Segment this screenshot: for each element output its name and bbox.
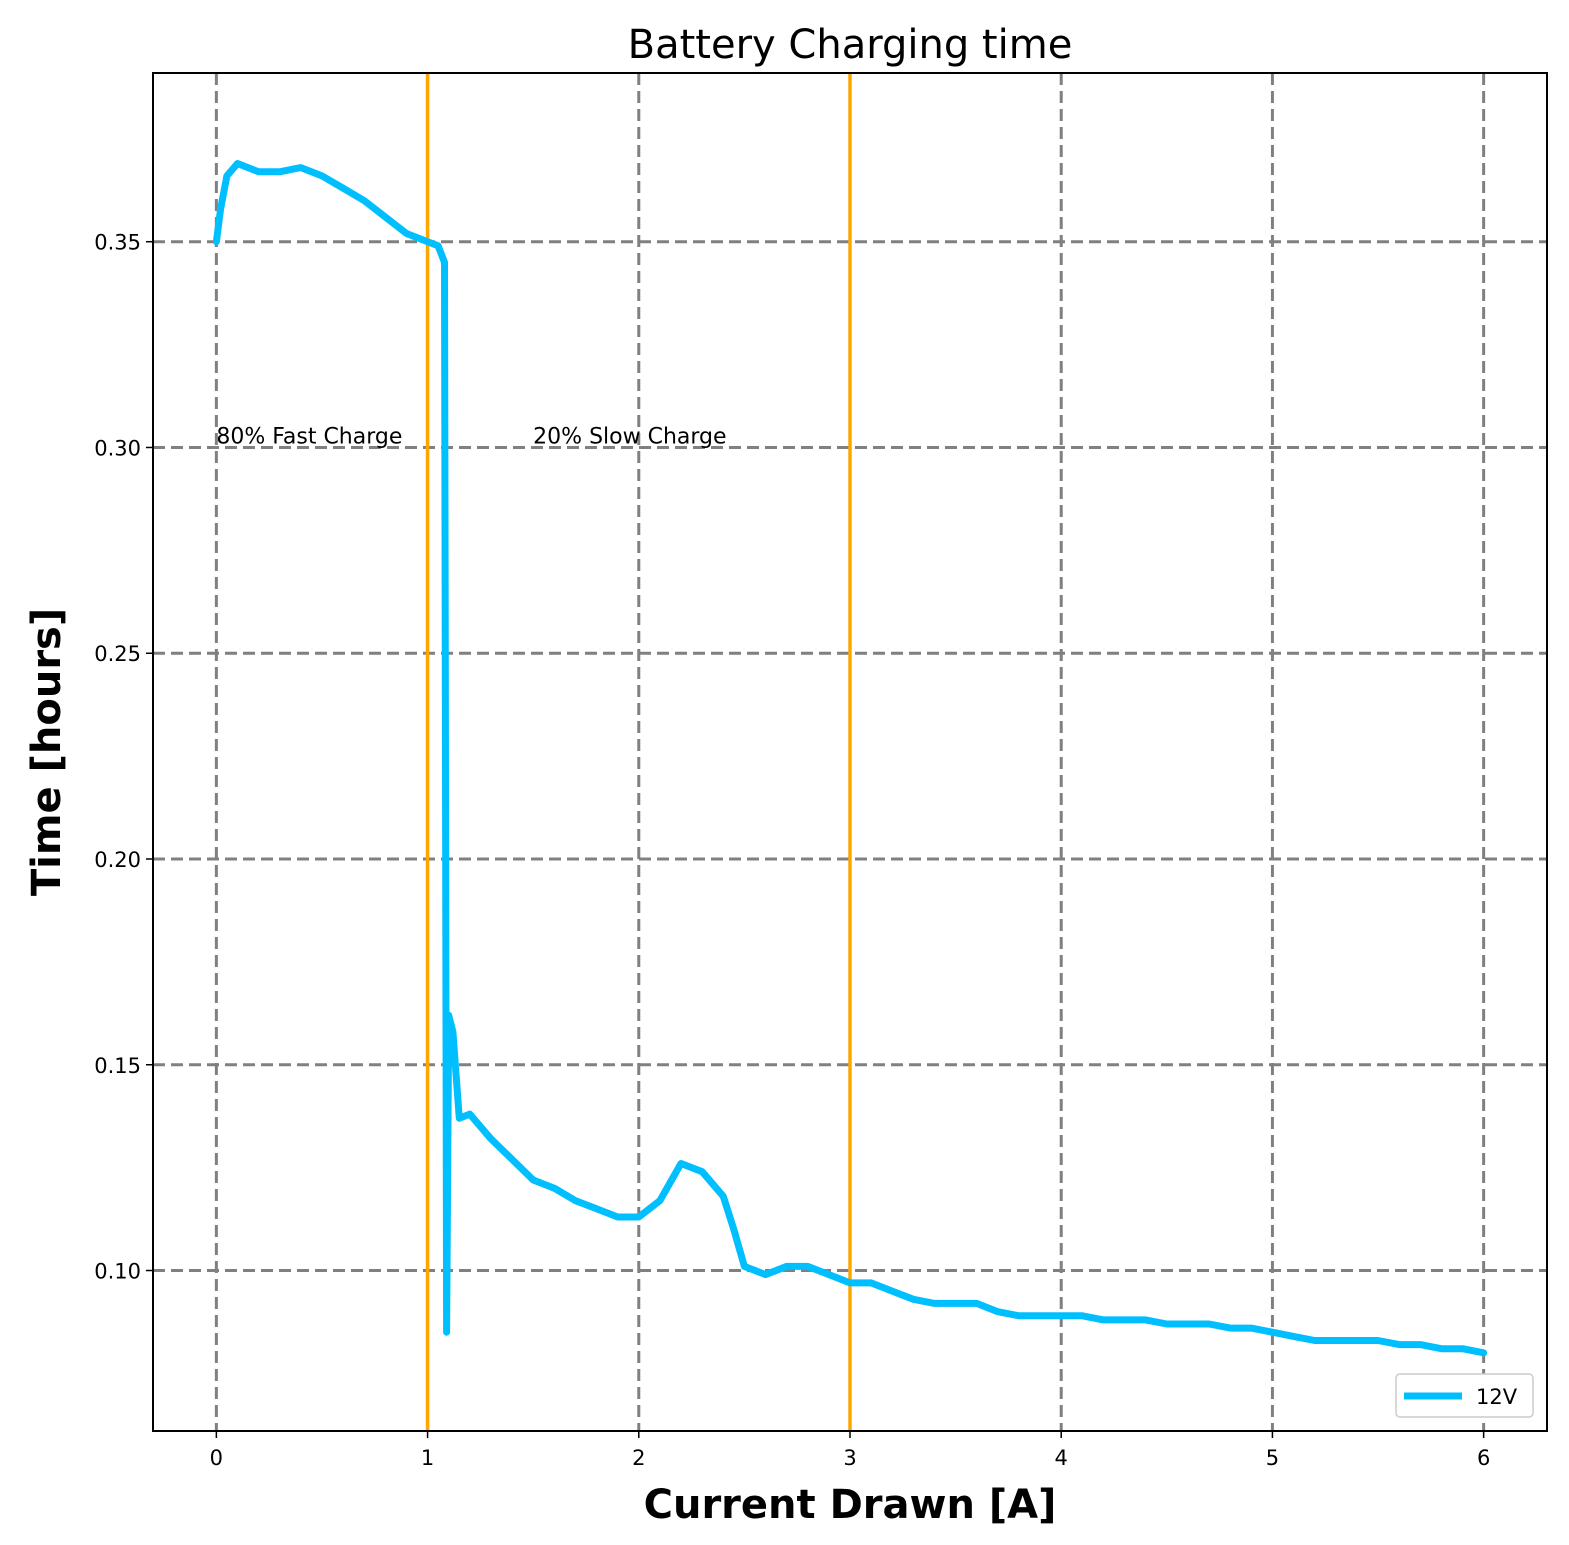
- x-tick-label: 1: [421, 1446, 434, 1470]
- y-tick-label: 0.25: [94, 642, 141, 666]
- annotation-label: 20% Slow Charge: [533, 424, 726, 449]
- x-axis-ticks: 0 1 2 3 4 5 6: [210, 1431, 1490, 1470]
- y-tick-label: 0.15: [94, 1054, 141, 1078]
- legend-label-12v: 12V: [1476, 1385, 1518, 1409]
- chart-title: Battery Charging time: [628, 22, 1073, 68]
- x-tick-label: 0: [210, 1446, 223, 1470]
- x-tick-label: 3: [843, 1446, 856, 1470]
- annotation-label: 80% Fast Charge: [216, 424, 402, 449]
- y-tick-label: 0.10: [94, 1260, 141, 1284]
- y-tick-label: 0.35: [94, 231, 141, 255]
- y-axis-label: Time [hours]: [24, 608, 70, 896]
- series-line-12v: [212, 160, 1488, 1357]
- legend-box: [1395, 1373, 1534, 1418]
- x-tick-label: 2: [632, 1446, 645, 1470]
- x-tick-label: 4: [1055, 1446, 1068, 1470]
- legend: 12V: [1395, 1373, 1534, 1418]
- x-tick-label: 6: [1477, 1446, 1490, 1470]
- y-axis-ticks: 0.10 0.15 0.20 0.25 0.30 0.35: [94, 231, 153, 1284]
- series-group: [212, 160, 1488, 1357]
- x-axis-label: Current Drawn [A]: [644, 1482, 1057, 1528]
- y-tick-label: 0.30: [94, 436, 141, 460]
- x-tick-label: 5: [1266, 1446, 1279, 1470]
- vertical-markers: [425, 73, 852, 1431]
- annotations: 80% Fast Charge 20% Slow Charge: [216, 424, 726, 449]
- y-tick-label: 0.20: [94, 848, 141, 872]
